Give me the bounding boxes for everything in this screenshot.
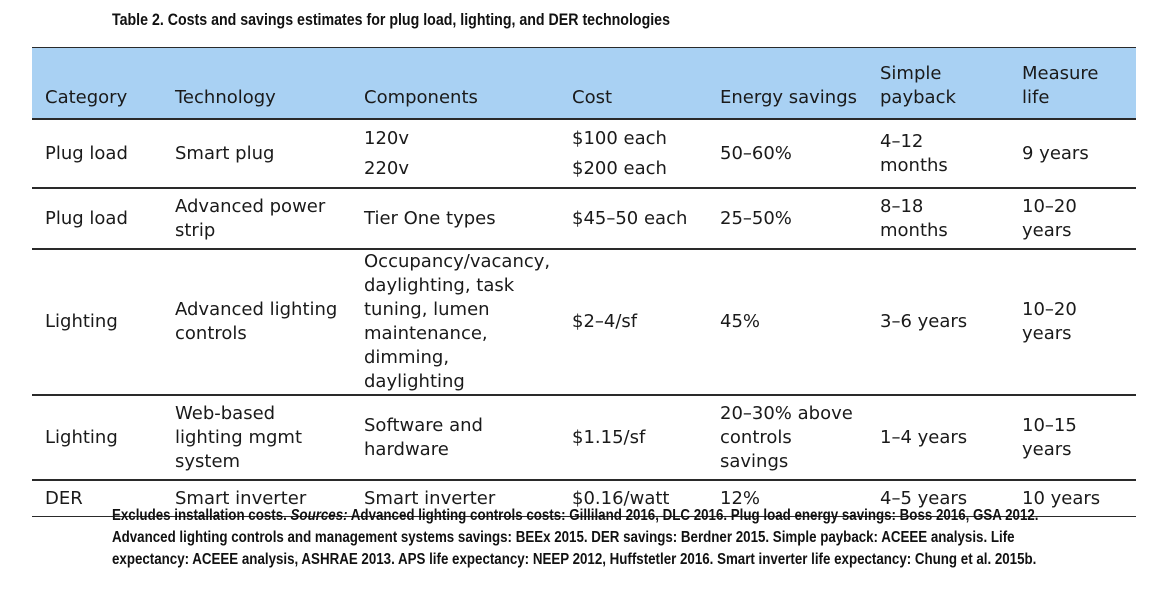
- header-simple-payback: Simple payback: [867, 47, 1009, 120]
- cell-line: 120v: [364, 127, 410, 149]
- cell-line: Occupancy/vacancy,: [364, 251, 551, 272]
- cell-line: dimming, daylighting: [364, 347, 465, 392]
- cell-category: Lighting: [32, 395, 162, 481]
- header-cost: Cost: [559, 47, 707, 120]
- cell-line: years: [1022, 438, 1072, 460]
- cell-line: hardware: [364, 438, 449, 460]
- cell-cost: $1.15/sf: [559, 395, 707, 481]
- cell-energy-savings: 12%: [707, 480, 867, 517]
- cell-line: 220v: [364, 157, 410, 179]
- cell-line: maintenance,: [364, 323, 488, 344]
- cell-components: Tier One types: [351, 188, 559, 250]
- cell-line: Web-based: [175, 402, 276, 424]
- header-payback-line: Simple: [880, 63, 942, 84]
- cell-energy-savings: 50–60%: [707, 119, 867, 189]
- cost-savings-table: Category Technology Components Cost Ener…: [32, 47, 1136, 517]
- cell-line: savings: [720, 450, 789, 472]
- cell-components: 120v 220v: [351, 119, 559, 189]
- cell-components: Smart inverter: [351, 480, 559, 517]
- cell-energy-savings: 20–30% above controls savings: [707, 395, 867, 481]
- cell-components: Software and hardware: [351, 395, 559, 481]
- cell-line: tuning, lumen: [364, 299, 490, 320]
- cell-line: lighting mgmt: [175, 426, 303, 448]
- cell-payback: 3–6 years: [867, 249, 1009, 396]
- header-life-line: Measure: [1022, 63, 1099, 84]
- cell-technology: Smart inverter: [162, 480, 351, 517]
- cell-line: daylighting, task: [364, 275, 515, 296]
- cell-line: Software and: [364, 414, 483, 436]
- cell-life: 9 years: [1009, 119, 1136, 189]
- cell-line: system: [175, 450, 241, 472]
- footnote-prefix: Excludes installation costs.: [112, 507, 291, 524]
- table-caption: Table 2. Costs and savings estimates for…: [112, 11, 670, 29]
- header-measure-life: Measure life: [1009, 47, 1136, 120]
- cell-life: 10–20 years: [1009, 249, 1136, 396]
- header-technology: Technology: [162, 47, 351, 120]
- cell-line: 10–20: [1022, 195, 1077, 217]
- table-footnote: Excludes installation costs. Sources: Ad…: [112, 505, 1084, 571]
- table-row: Plug load Smart plug 120v 220v $100 each…: [32, 119, 1136, 189]
- cell-cost: $2–4/sf: [559, 249, 707, 396]
- cell-payback: 8–18 months: [867, 188, 1009, 250]
- cell-line: 4–12: [880, 130, 924, 152]
- cell-components: Occupancy/vacancy, daylighting, task tun…: [351, 249, 559, 396]
- cell-technology: Advanced lighting controls: [162, 249, 351, 396]
- header-category: Category: [32, 47, 162, 120]
- cell-line: $100 each: [572, 127, 667, 149]
- cell-line: 8–18: [880, 195, 924, 217]
- footnote-sources-label: Sources:: [290, 507, 348, 524]
- cell-category: Lighting: [32, 249, 162, 396]
- cell-line: years: [1022, 219, 1072, 241]
- cell-life: 10–20 years: [1009, 188, 1136, 250]
- cell-energy-savings: 25–50%: [707, 188, 867, 250]
- header-life-line: life: [1022, 87, 1050, 108]
- header-payback-line: payback: [880, 87, 956, 108]
- cell-cost: $100 each $200 each: [559, 119, 707, 189]
- cell-category: Plug load: [32, 188, 162, 250]
- cell-life: 10 years: [1009, 480, 1136, 517]
- cell-line: months: [880, 219, 948, 241]
- table-row: DER Smart inverter Smart inverter $0.16/…: [32, 480, 1136, 517]
- cell-life: 10–15 years: [1009, 395, 1136, 481]
- cell-payback: 1–4 years: [867, 395, 1009, 481]
- cell-line: strip: [175, 219, 216, 241]
- table-row: Lighting Advanced lighting controls Occu…: [32, 249, 1136, 396]
- cell-cost: $0.16/watt: [559, 480, 707, 517]
- cell-cost: $45–50 each: [559, 188, 707, 250]
- cell-line: 10–15: [1022, 414, 1077, 436]
- cell-payback: 4–12 months: [867, 119, 1009, 189]
- cell-category: DER: [32, 480, 162, 517]
- cell-line: Advanced power: [175, 195, 326, 217]
- footnote-body: Advanced lighting controls costs: Gillil…: [112, 507, 1039, 568]
- cell-technology: Smart plug: [162, 119, 351, 189]
- cell-line: 10–20: [1022, 299, 1077, 320]
- header-energy-savings: Energy savings: [707, 47, 867, 120]
- header-row: Category Technology Components Cost Ener…: [32, 47, 1136, 120]
- cell-line: controls: [720, 426, 792, 448]
- cell-payback: 4–5 years: [867, 480, 1009, 517]
- cell-technology: Web-based lighting mgmt system: [162, 395, 351, 481]
- cell-technology: Advanced power strip: [162, 188, 351, 250]
- cell-energy-savings: 45%: [707, 249, 867, 396]
- cell-line: years: [1022, 323, 1072, 344]
- cell-line: months: [880, 154, 948, 176]
- table-row: Lighting Web-based lighting mgmt system …: [32, 395, 1136, 481]
- cell-line: controls: [175, 323, 247, 344]
- cell-line: $200 each: [572, 157, 667, 179]
- header-components: Components: [351, 47, 559, 120]
- cell-line: Advanced lighting: [175, 299, 338, 320]
- table-row: Plug load Advanced power strip Tier One …: [32, 188, 1136, 250]
- cell-category: Plug load: [32, 119, 162, 189]
- cell-line: 20–30% above: [720, 402, 853, 424]
